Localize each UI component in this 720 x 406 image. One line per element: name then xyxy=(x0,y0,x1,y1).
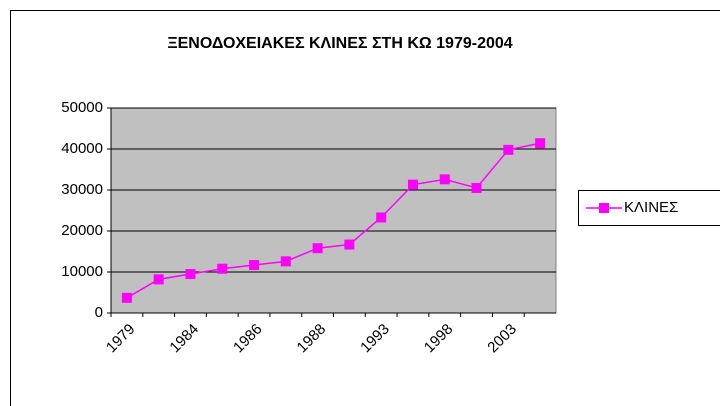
y-tick-label: 10000 xyxy=(61,263,103,280)
y-tick-label: 0 xyxy=(95,304,103,321)
point xyxy=(535,138,546,149)
point xyxy=(185,269,196,280)
point xyxy=(376,212,387,223)
point xyxy=(344,239,355,250)
point xyxy=(503,144,514,155)
plot-area xyxy=(110,107,557,314)
series-line xyxy=(126,142,541,299)
point xyxy=(249,260,260,271)
point xyxy=(121,292,132,303)
point xyxy=(217,263,228,274)
point xyxy=(471,182,482,193)
point xyxy=(439,174,450,185)
point xyxy=(312,243,323,254)
point xyxy=(153,274,164,285)
chart-title: ΞΕΝΟΔΟΧΕΙΑΚΕΣ ΚΛΙΝΕΣ ΣΤΗ ΚΩ 1979-2004 xyxy=(167,35,512,52)
legend-marker xyxy=(599,203,609,213)
y-tick-label: 50000 xyxy=(61,99,103,116)
point xyxy=(280,256,291,267)
point xyxy=(407,179,418,190)
legend-label: ΚΛΙΝΕΣ xyxy=(624,199,678,216)
y-tick-label: 20000 xyxy=(61,222,103,239)
y-tick-label: 30000 xyxy=(61,181,103,198)
y-tick-label: 40000 xyxy=(61,140,103,157)
